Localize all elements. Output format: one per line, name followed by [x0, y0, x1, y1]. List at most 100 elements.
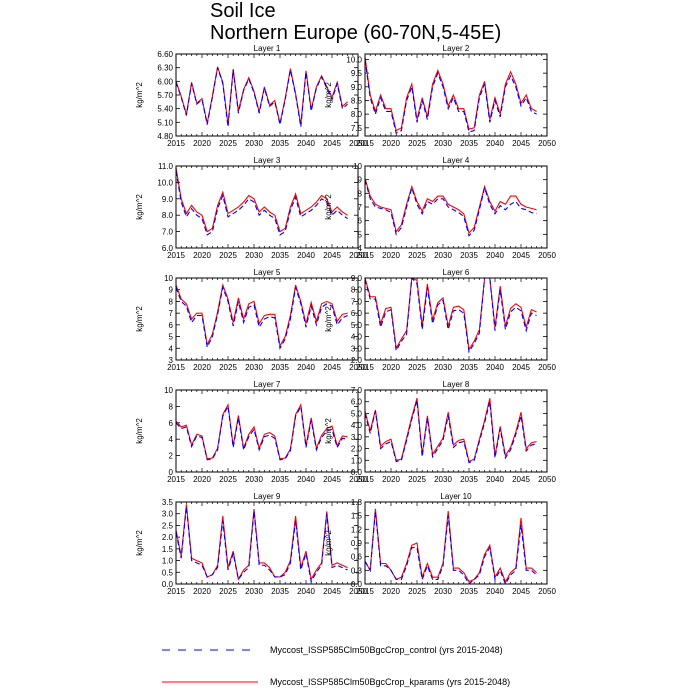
x-tick-label: 2050	[538, 139, 556, 148]
y-axis-label: kg/m^2	[324, 530, 333, 556]
y-tick-label: 3.0	[351, 344, 363, 353]
panel-title: Layer 3	[254, 156, 281, 165]
y-tick-label: 9.0	[351, 274, 363, 283]
panel-title: Layer 2	[443, 44, 470, 53]
y-tick-label: 8.0	[162, 211, 174, 220]
plot-frame	[364, 53, 548, 137]
x-tick-label: 2030	[245, 363, 263, 372]
y-tick-label: 0.0	[351, 468, 363, 477]
y-tick-label: 5.10	[157, 118, 173, 127]
x-tick-label: 2050	[349, 139, 367, 148]
x-tick-label: 2035	[460, 475, 478, 484]
y-axis-label: kg/m^2	[135, 530, 144, 556]
y-tick-label: 4.0	[351, 333, 363, 342]
y-tick-label: 9	[169, 286, 174, 295]
y-tick-label: 8	[169, 297, 174, 306]
y-axis-label: kg/m^2	[324, 82, 333, 108]
x-tick-label: 2015	[167, 363, 185, 372]
x-tick-label: 2025	[219, 587, 237, 596]
plot-frame	[175, 501, 359, 585]
panel-layer-2: Layer 2 kg/m^2 7.5 8.0 8.5 9.0 9.5 10.0 2015 2020…	[324, 44, 556, 148]
x-tick-label: 2015	[167, 475, 185, 484]
plot-frame	[364, 165, 548, 249]
plot-frame	[175, 389, 359, 473]
panel-title: Layer 5	[254, 268, 281, 277]
series-line-control	[365, 179, 537, 237]
y-tick-label: 0.6	[351, 553, 363, 562]
y-tick-label: 8.0	[351, 110, 363, 119]
y-tick-label: 9	[358, 176, 363, 185]
series-line-kparams	[365, 398, 537, 463]
panel-title: Layer 7	[254, 380, 281, 389]
y-tick-label: 0.0	[162, 580, 174, 589]
y-tick-label: 7.0	[351, 297, 363, 306]
panel-title: Layer 8	[443, 380, 470, 389]
series-line-control	[176, 506, 348, 584]
x-tick-label: 2040	[297, 363, 315, 372]
x-tick-label: 2020	[382, 587, 400, 596]
y-tick-label: 2.5	[162, 521, 174, 530]
x-tick-label: 2040	[486, 475, 504, 484]
x-tick-label: 2040	[297, 139, 315, 148]
plot-frame	[175, 277, 359, 361]
y-tick-label: 10	[164, 274, 173, 283]
y-tick-label: 10	[164, 386, 173, 395]
y-tick-label: 2	[169, 452, 174, 461]
y-tick-label: 3.0	[351, 433, 363, 442]
x-tick-label: 2015	[167, 251, 185, 260]
figure-title-line1: Soil Ice	[210, 0, 276, 22]
x-tick-label: 2025	[408, 251, 426, 260]
series-line-kparams	[365, 178, 537, 235]
y-tick-label: 8.5	[351, 96, 363, 105]
y-tick-label: 6	[169, 419, 174, 428]
x-tick-label: 2045	[512, 587, 530, 596]
y-tick-label: 5	[169, 333, 174, 342]
x-tick-label: 2050	[538, 363, 556, 372]
y-tick-label: 10	[353, 162, 362, 171]
x-tick-label: 2040	[297, 475, 315, 484]
x-tick-label: 2020	[193, 475, 211, 484]
y-tick-label: 6.0	[351, 309, 363, 318]
panel-title: Layer 6	[443, 268, 470, 277]
y-tick-label: 0.5	[162, 568, 174, 577]
x-tick-label: 2020	[193, 251, 211, 260]
series-line-kparams	[176, 66, 348, 125]
x-tick-label: 2030	[434, 363, 452, 372]
x-tick-label: 2025	[219, 475, 237, 484]
series-line-kparams	[365, 278, 537, 352]
y-tick-label: 3.0	[162, 510, 174, 519]
panel-layer-6: Layer 6 kg/m^2 2.0 3.0 4.0 5.0 6.0 7.0 8.0 9.0 201…	[324, 268, 556, 372]
x-tick-label: 2015	[167, 587, 185, 596]
x-tick-label: 2020	[382, 363, 400, 372]
series-line-control	[365, 59, 537, 135]
y-tick-label: 8	[358, 189, 363, 198]
y-axis-label: kg/m^2	[135, 194, 144, 220]
series-line-control	[176, 170, 348, 236]
x-tick-label: 2030	[245, 139, 263, 148]
x-tick-label: 2040	[486, 587, 504, 596]
y-tick-label: 3.5	[162, 498, 174, 507]
x-tick-label: 2020	[382, 475, 400, 484]
series-line-kparams	[176, 504, 348, 581]
y-axis-label: kg/m^2	[135, 418, 144, 444]
x-tick-label: 2045	[323, 251, 341, 260]
x-tick-label: 2035	[271, 475, 289, 484]
y-tick-label: 8	[169, 402, 174, 411]
x-tick-label: 2040	[486, 363, 504, 372]
x-tick-label: 2025	[408, 363, 426, 372]
y-tick-label: 6.00	[157, 77, 173, 86]
y-tick-label: 4	[169, 435, 174, 444]
x-tick-label: 2035	[271, 251, 289, 260]
x-tick-label: 2050	[538, 475, 556, 484]
y-tick-label: 4	[169, 344, 174, 353]
y-tick-label: 6.60	[157, 50, 173, 59]
y-tick-label: 1.2	[351, 525, 363, 534]
x-tick-label: 2020	[382, 251, 400, 260]
panel-grid: Layer 1kg/m^24.805.105.405.706.006.306.6…	[135, 44, 556, 596]
x-tick-label: 2015	[356, 475, 374, 484]
y-tick-label: 6	[358, 217, 363, 226]
plot-frame	[364, 501, 548, 585]
y-tick-label: 0.0	[351, 580, 363, 589]
